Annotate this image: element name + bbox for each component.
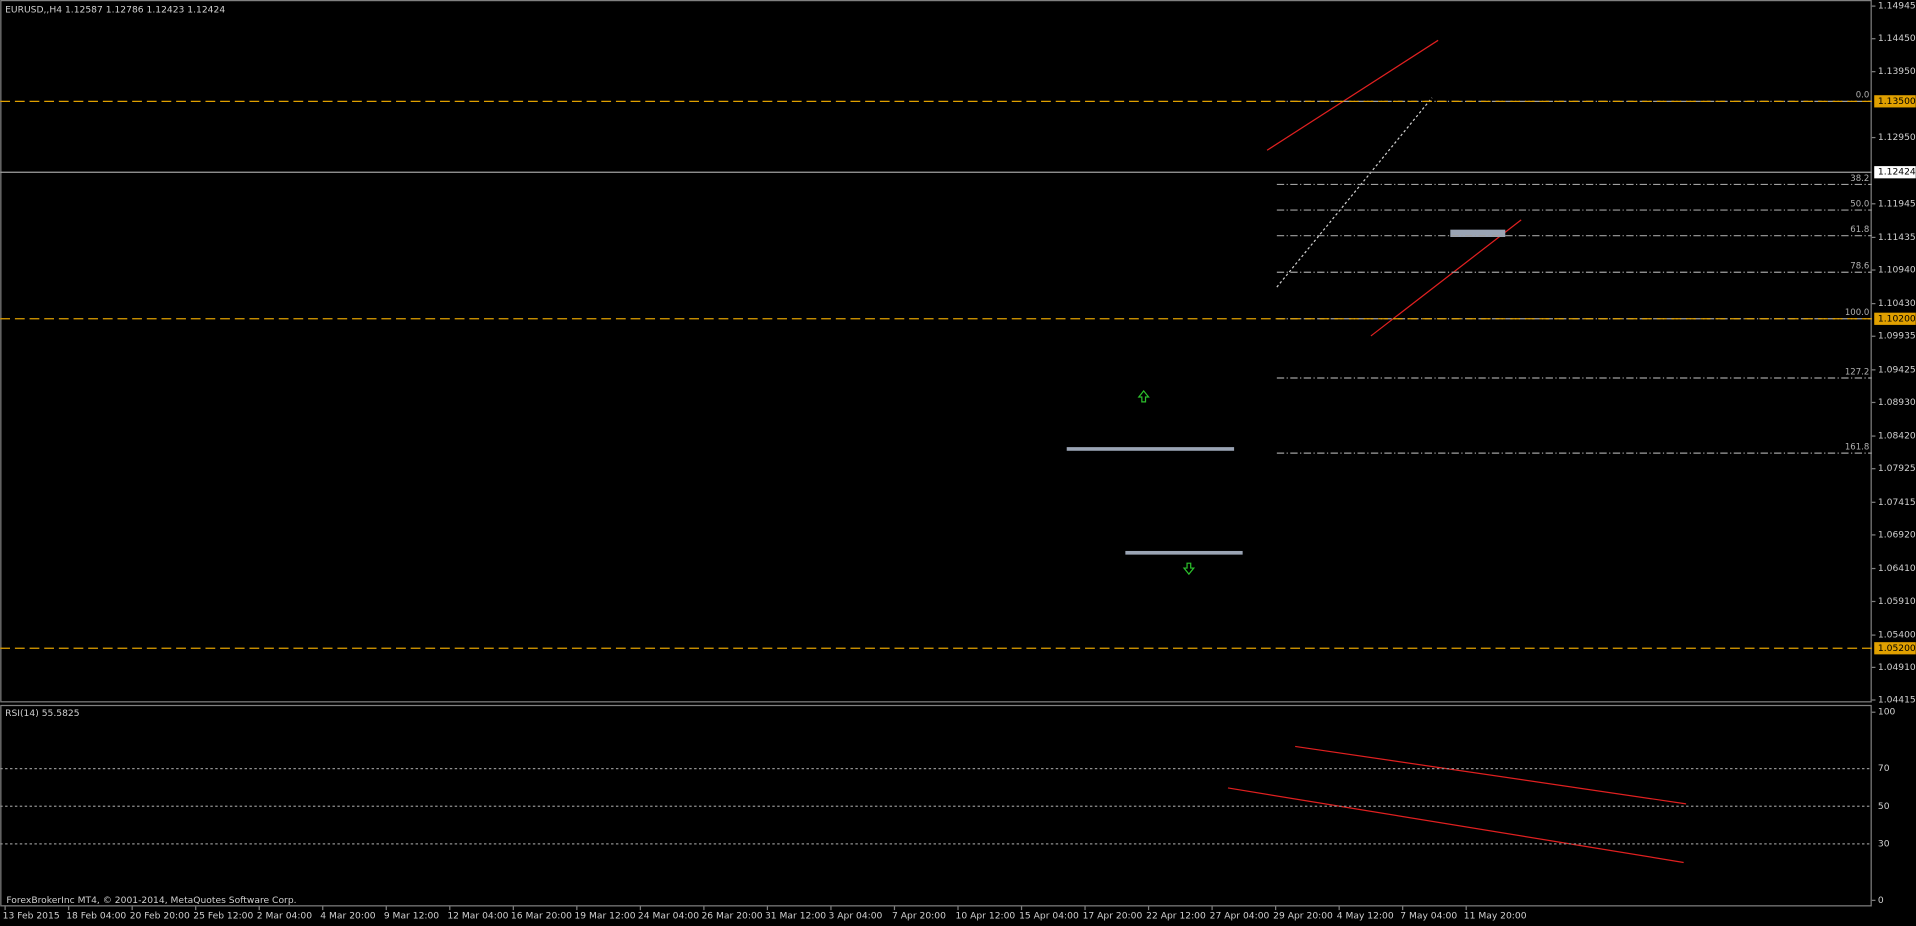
rsi-tick-label: 0 xyxy=(1878,895,1884,906)
trend-line xyxy=(1266,39,1439,151)
fib-label: 100.0 xyxy=(1845,308,1869,318)
x-tick-label: 9 Mar 12:00 xyxy=(384,911,439,922)
fib-label: 50.0 xyxy=(1850,199,1869,209)
x-tick-label: 17 Apr 20:00 xyxy=(1083,911,1143,922)
x-tick-label: 27 Apr 04:00 xyxy=(1210,911,1270,922)
arrow-down xyxy=(1182,562,1196,576)
x-tick-label: 4 Mar 20:00 xyxy=(320,911,375,922)
y-tick-label: 1.08930 xyxy=(1878,397,1916,408)
x-tick-label: 4 May 12:00 xyxy=(1337,911,1394,922)
rsi-title: RSI(14) 55.5825 xyxy=(5,708,80,719)
x-tick-label: 31 Mar 12:00 xyxy=(765,911,826,922)
rsi-trend-line xyxy=(1295,745,1687,805)
fib-label: 127.2 xyxy=(1845,367,1869,377)
arrow-up xyxy=(1137,389,1150,403)
rsi-trend-line xyxy=(1227,787,1684,864)
level-label: 1.13500 xyxy=(1878,96,1916,107)
y-tick-label: 1.06410 xyxy=(1878,563,1916,574)
x-tick-label: 11 May 20:00 xyxy=(1464,911,1527,922)
y-tick-label: 1.14450 xyxy=(1878,33,1916,44)
x-tick-label: 26 Mar 20:00 xyxy=(701,911,762,922)
range-box xyxy=(1066,447,1235,451)
x-tick-label: 7 Apr 20:00 xyxy=(892,911,946,922)
chart-header: EURUSD,,H4 1.12587 1.12786 1.12423 1.124… xyxy=(5,4,225,15)
y-tick-label: 1.07415 xyxy=(1878,497,1916,508)
fib-base-line xyxy=(1276,97,1433,288)
level-label: 1.05200 xyxy=(1878,643,1916,654)
y-tick-label: 1.11945 xyxy=(1878,198,1916,209)
price-panel-frame xyxy=(0,0,1872,703)
x-tick-label: 13 Feb 2015 xyxy=(3,911,60,922)
y-tick-label: 1.09935 xyxy=(1878,331,1916,342)
current-price-box xyxy=(1874,166,1916,179)
y-tick-label: 1.05910 xyxy=(1878,596,1916,607)
current-price-label: 1.12424 xyxy=(1878,167,1916,178)
y-tick-label: 1.10940 xyxy=(1878,265,1916,276)
x-tick-label: 18 Feb 04:00 xyxy=(66,911,126,922)
x-tick-label: 19 Mar 12:00 xyxy=(574,911,635,922)
footer: ForexBrokerInc MT4, © 2001-2014, MetaQuo… xyxy=(6,895,296,906)
level-label-box xyxy=(1874,312,1916,325)
x-tick-label: 7 May 04:00 xyxy=(1400,911,1457,922)
x-tick-label: 2 Mar 04:00 xyxy=(257,911,312,922)
fib-label: 78.6 xyxy=(1850,262,1869,272)
y-tick-label: 1.06920 xyxy=(1878,529,1916,540)
x-tick-label: 25 Feb 12:00 xyxy=(193,911,253,922)
x-tick-label: 20 Feb 20:00 xyxy=(130,911,190,922)
level-label: 1.10200 xyxy=(1878,313,1916,324)
x-tick-label: 22 Apr 12:00 xyxy=(1146,911,1206,922)
x-tick-label: 24 Mar 04:00 xyxy=(638,911,699,922)
range-box xyxy=(1450,229,1506,237)
x-tick-label: 12 Mar 04:00 xyxy=(447,911,508,922)
rsi-tick-label: 50 xyxy=(1878,801,1890,812)
level-label-box xyxy=(1874,95,1916,108)
x-tick-label: 16 Mar 20:00 xyxy=(511,911,572,922)
y-tick-label: 1.14945 xyxy=(1878,1,1916,12)
x-tick-label: 3 Apr 04:00 xyxy=(829,911,883,922)
y-tick-label: 1.10430 xyxy=(1878,298,1916,309)
y-tick-label: 1.08420 xyxy=(1878,431,1916,442)
y-tick-label: 1.07925 xyxy=(1878,463,1916,474)
fib-label: 38.2 xyxy=(1850,174,1869,184)
fib-label: 61.8 xyxy=(1850,225,1869,235)
trend-line xyxy=(1370,219,1522,337)
y-tick-label: 1.05400 xyxy=(1878,630,1916,641)
fib-label: 0.0 xyxy=(1856,91,1870,101)
range-box xyxy=(1125,550,1243,555)
rsi-tick-label: 70 xyxy=(1878,763,1890,774)
y-tick-label: 1.04415 xyxy=(1878,694,1916,705)
y-tick-label: 1.04910 xyxy=(1878,662,1916,673)
x-tick-label: 15 Apr 04:00 xyxy=(1019,911,1079,922)
y-tick-label: 1.13950 xyxy=(1878,66,1916,77)
rsi-tick-label: 30 xyxy=(1878,838,1890,849)
fib-label: 161.8 xyxy=(1845,443,1869,453)
level-label-box xyxy=(1874,642,1916,655)
y-tick-label: 1.09425 xyxy=(1878,364,1916,375)
y-tick-label: 1.11435 xyxy=(1878,232,1916,243)
x-tick-label: 10 Apr 12:00 xyxy=(956,911,1016,922)
rsi-tick-label: 100 xyxy=(1878,707,1896,718)
x-tick-label: 29 Apr 20:00 xyxy=(1273,911,1333,922)
y-tick-label: 1.12950 xyxy=(1878,132,1916,143)
drawings xyxy=(1066,39,1687,864)
